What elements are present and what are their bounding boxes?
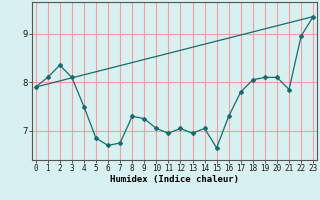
X-axis label: Humidex (Indice chaleur): Humidex (Indice chaleur) [110, 175, 239, 184]
